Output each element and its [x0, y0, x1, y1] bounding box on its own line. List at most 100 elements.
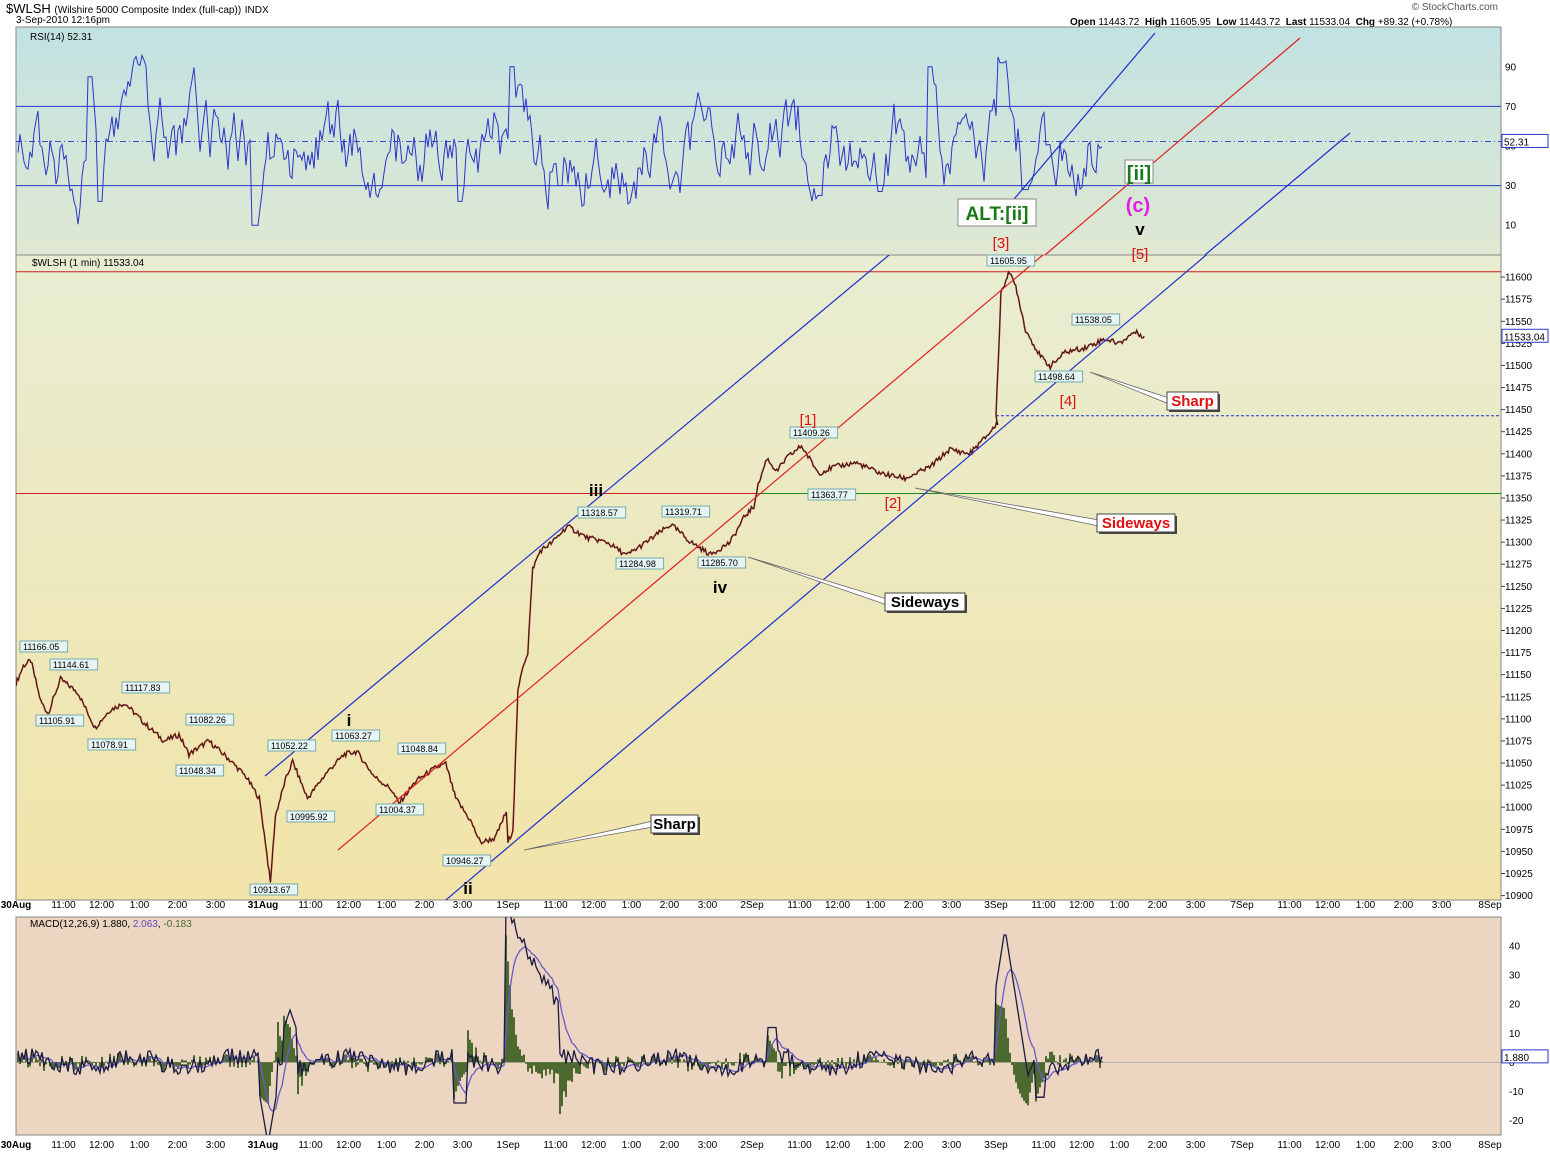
price-label-11284.98-box: [615, 557, 665, 570]
x-tick-label: 11:00: [787, 1140, 812, 1151]
x-tick-label: 2:00: [1394, 1140, 1414, 1151]
x-tick-label: 1:00: [1356, 1140, 1376, 1151]
price-label-11078.91: 11078.91: [91, 740, 128, 750]
price-tick-label: 11550: [1505, 317, 1533, 328]
wave-2-label: [2]: [885, 495, 902, 512]
x-tick-label: 11:00: [1277, 900, 1302, 911]
price-tick-label: 11350: [1505, 493, 1533, 504]
chart-date: 3-Sep-2010 12:16pm: [16, 15, 110, 26]
wave-5-label: [5]: [1132, 246, 1149, 263]
price-label-11285.70: 11285.70: [701, 558, 738, 568]
x-tick-label: 2Sep: [740, 1140, 764, 1151]
rsi-line: [17, 53, 1103, 226]
x-tick-label: 2:00: [1148, 1140, 1168, 1151]
x-tick-label: 31Aug: [248, 1140, 279, 1151]
x-tick-label: 12:00: [581, 900, 606, 911]
price-tick-label: 11150: [1505, 670, 1532, 681]
price-label-10913.67: 10913.67: [253, 885, 291, 895]
wave-ii-label: ii: [463, 879, 472, 898]
price-label-11105.91-box: [35, 714, 85, 727]
x-tick-label: 2Sep: [740, 900, 764, 911]
price-label-11285.70-box: [697, 556, 747, 569]
price-label-11498.64-box: [1034, 370, 1084, 383]
rsi-tick-label: 30: [1505, 181, 1517, 192]
x-tick-label: 2:00: [904, 1140, 924, 1151]
price-label-10946.27: 10946.27: [446, 856, 484, 866]
x-tick-label: 8Sep: [1478, 1140, 1502, 1151]
alt-wave-label: ALT:[ii]: [966, 204, 1029, 225]
x-tick-label: 2:00: [168, 1140, 188, 1151]
wave-c-label: (c): [1126, 195, 1150, 217]
price-label-11048.84: 11048.84: [401, 744, 438, 754]
x-tick-label: 12:00: [1069, 1140, 1094, 1151]
price-label-11048.34: 11048.34: [179, 766, 216, 776]
x-tick-label: 3:00: [1186, 900, 1206, 911]
x-tick-label: 11:00: [543, 900, 568, 911]
price-label-11063.27-box: [331, 729, 381, 742]
high-value: 11605.95: [1169, 17, 1211, 28]
price-label-11105.91: 11105.91: [39, 716, 75, 726]
low-value: 11443.72: [1239, 17, 1281, 28]
x-tick-label: 1:00: [1356, 900, 1376, 911]
x-tick-label: 11:00: [787, 900, 812, 911]
price-tick-label: 11525: [1505, 339, 1533, 350]
x-tick-label: 1:00: [622, 1140, 642, 1151]
price-label-11048.34-box: [175, 764, 225, 777]
price-tick-label: 11200: [1505, 626, 1533, 637]
price-label-11318.57: 11318.57: [581, 508, 618, 518]
sharp-callout-1-box: [650, 814, 699, 834]
x-tick-label: 12:00: [1315, 1140, 1340, 1151]
price-tick-label: 11300: [1505, 538, 1533, 549]
axes: 11600 11575 11550 11525 11500 11475 11450 11425…: [1, 62, 1549, 1151]
price-label-10946.27-box: [442, 854, 492, 867]
price-tick-label: 11425: [1505, 427, 1533, 438]
x-tick-label: 7Sep: [1230, 900, 1254, 911]
macd-tick-label: -10: [1509, 1087, 1524, 1098]
price-panel: [15, 254, 1502, 901]
macd-legend-value: 1.880: [102, 919, 127, 930]
price-label-11078.91-box: [87, 738, 137, 751]
price-label-11538.05-box: [1071, 313, 1121, 326]
wave-iii-label: iii: [589, 481, 603, 500]
x-tick-label: 3:00: [206, 900, 226, 911]
price-label-11144.61: 11144.61: [53, 660, 89, 670]
price-tick-label: 11450: [1505, 405, 1533, 416]
price-tick-label: 11475: [1505, 383, 1533, 394]
x-tick-label: 3Sep: [984, 900, 1008, 911]
x-tick-label: 12:00: [89, 1140, 114, 1151]
macd-tick-label: 40: [1509, 942, 1521, 953]
price-label-11605.95-box: [986, 254, 1036, 267]
price-tick-label: 10925: [1505, 869, 1533, 880]
trend-channels: [264, 255, 1208, 900]
alt-label-box: [957, 198, 1037, 227]
price-tick-label: 11025: [1505, 781, 1533, 792]
last-label: Last: [1285, 17, 1307, 28]
price-label-11082.26: 11082.26: [189, 715, 226, 725]
wave-4-label: [4]: [1060, 393, 1077, 410]
x-tick-label: 1Sep: [496, 1140, 520, 1151]
x-tick-label: 3:00: [1186, 1140, 1206, 1151]
macd-legend-signal: 2.063: [133, 919, 158, 930]
x-tick-label: 3:00: [698, 1140, 718, 1151]
x-tick-label: 12:00: [336, 1140, 361, 1151]
price-tick-label: 11275: [1505, 560, 1533, 571]
exchange: INDX: [244, 5, 269, 16]
x-tick-label: 2:00: [415, 900, 435, 911]
price-label-11409.26: 11409.26: [793, 428, 830, 438]
price-tick-label: 11100: [1505, 714, 1532, 725]
wave-1-label: [1]: [800, 412, 817, 429]
x-tick-label: 3:00: [698, 900, 718, 911]
upper-channel-line: [264, 255, 891, 777]
wave-v-label: v: [1135, 220, 1145, 239]
x-tick-label: 11:00: [1031, 1140, 1056, 1151]
high-label: High: [1144, 17, 1168, 28]
x-tick-label: 8Sep: [1478, 900, 1502, 911]
x-tick-label: 12:00: [89, 900, 114, 911]
price-label-11117.83: 11117.83: [125, 683, 161, 693]
rsi-tick-label: 90: [1505, 62, 1517, 73]
x-tick-label: 1:00: [866, 900, 886, 911]
price-tick-label: 11075: [1505, 736, 1533, 747]
x-tick-label: 12:00: [825, 1140, 850, 1151]
x-tick-label: 12:00: [581, 1140, 606, 1151]
